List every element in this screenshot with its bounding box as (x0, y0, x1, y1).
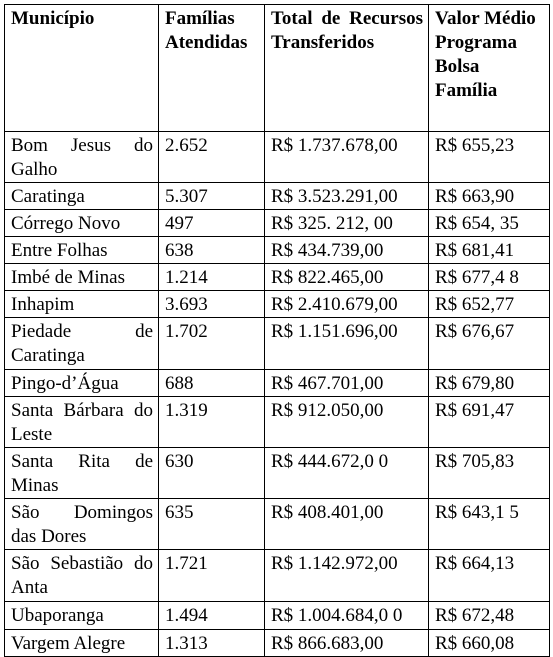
table-cell: R$ 705,83 (428, 447, 550, 499)
table-cell: Entre Folhas (4, 236, 159, 264)
table-cell: R$ 325. 212, 00 (264, 209, 429, 237)
table-cell: Piedade de Caratinga (4, 317, 159, 370)
table-cell: R$ 2.410.679,00 (264, 290, 429, 318)
table-row: Entre Folhas 638 R$ 434.739,00 R$ 681,41 (4, 236, 550, 264)
table-cell: R$ 676,67 (428, 317, 550, 370)
table-row: Córrego Novo 497 R$ 325. 212, 00 R$ 654, 35 (4, 209, 550, 237)
table-row: Ubaporanga 1.494 R$ 1.004.684,0 0 R$ 672,48 (4, 601, 550, 630)
table-cell: 2.652 (158, 131, 265, 183)
table-cell: R$ 643,1 5 (428, 498, 550, 550)
table-cell: 638 (158, 236, 265, 264)
table-cell: 688 (158, 369, 265, 397)
table-row: Imbé de Minas 1.214 R$ 822.465,00 R$ 677,4 … (4, 263, 550, 291)
table-cell: R$ 681,41 (428, 236, 550, 264)
table-cell: 1.319 (158, 396, 265, 448)
table-cell: R$ 467.701,00 (264, 369, 429, 397)
table-row: Bom Jesus do Galho 2.652 R$ 1.737.678,00 R$… (4, 131, 550, 183)
header-cell: Total de Recursos Transferidos (264, 4, 429, 132)
table-cell: R$ 654, 35 (428, 209, 550, 237)
table-cell: Santa Bárbara do Leste (4, 396, 159, 448)
table-cell: 497 (158, 209, 265, 237)
table-cell: R$ 1.151.696,00 (264, 317, 429, 370)
header-row: Município Famílias Atendidas Total de Recu… (4, 4, 550, 132)
table-cell: Caratinga (4, 182, 159, 210)
table-cell: R$ 652,77 (428, 290, 550, 318)
table-cell: R$ 655,23 (428, 131, 550, 183)
header-cell: Valor Médio Programa Bolsa Família (428, 4, 550, 132)
table-cell: R$ 434.739,00 (264, 236, 429, 264)
table-row: Santa Bárbara do Leste 1.319 R$ 912.050,00… (4, 396, 550, 448)
table-row: Piedade de Caratinga 1.702 R$ 1.151.696,00… (4, 317, 550, 370)
table-cell: R$ 663,90 (428, 182, 550, 210)
table-cell: Córrego Novo (4, 209, 159, 237)
table-cell: R$ 3.523.291,00 (264, 182, 429, 210)
header-cell: Município (4, 4, 159, 132)
table-cell: 1.313 (158, 629, 265, 657)
table-cell: R$ 444.672,0 0 (264, 447, 429, 499)
table-row: Caratinga 5.307 R$ 3.523.291,00 R$ 663,90 (4, 182, 550, 210)
table-cell: São Sebastião do Anta (4, 549, 159, 602)
table-cell: 630 (158, 447, 265, 499)
table-cell: 1.702 (158, 317, 265, 370)
table-cell: 1.494 (158, 601, 265, 630)
table-cell: Ubaporanga (4, 601, 159, 630)
table-row: São Domingos das Dores 635 R$ 408.401,00 R$… (4, 498, 550, 550)
table-cell: 5.307 (158, 182, 265, 210)
table-cell: R$ 677,4 8 (428, 263, 550, 291)
table-cell: São Domingos das Dores (4, 498, 159, 550)
table-cell: 635 (158, 498, 265, 550)
table-cell: R$ 1.737.678,00 (264, 131, 429, 183)
table-cell: R$ 1.142.972,00 (264, 549, 429, 602)
header-cell: Famílias Atendidas (158, 4, 265, 132)
table-cell: 1.721 (158, 549, 265, 602)
table-cell: Imbé de Minas (4, 263, 159, 291)
table-cell: Bom Jesus do Galho (4, 131, 159, 183)
table-row: Santa Rita de Minas 630 R$ 444.672,0 0 R$ 7… (4, 447, 550, 499)
table-cell: R$ 1.004.684,0 0 (264, 601, 429, 630)
table-row: Vargem Alegre 1.313 R$ 866.683,00 R$ 660,08 (4, 629, 550, 657)
table-cell: Inhapim (4, 290, 159, 318)
table-cell: R$ 912.050,00 (264, 396, 429, 448)
table-cell: Santa Rita de Minas (4, 447, 159, 499)
table-row: Pingo-d’Água 688 R$ 467.701,00 R$ 679,80 (4, 369, 550, 397)
data-table: Município Famílias Atendidas Total de Recu… (4, 4, 550, 657)
table-cell: R$ 672,48 (428, 601, 550, 630)
table-cell: R$ 660,08 (428, 629, 550, 657)
table-cell: R$ 691,47 (428, 396, 550, 448)
table-cell: R$ 866.683,00 (264, 629, 429, 657)
table-cell: R$ 408.401,00 (264, 498, 429, 550)
table-cell: Pingo-d’Água (4, 369, 159, 397)
table-cell: 3.693 (158, 290, 265, 318)
table-row: São Sebastião do Anta 1.721 R$ 1.142.972,0… (4, 549, 550, 602)
table-cell: R$ 679,80 (428, 369, 550, 397)
table-cell: Vargem Alegre (4, 629, 159, 657)
table-row: Inhapim 3.693 R$ 2.410.679,00 R$ 652,77 (4, 290, 550, 318)
table-cell: R$ 664,13 (428, 549, 550, 602)
table-cell: R$ 822.465,00 (264, 263, 429, 291)
table-cell: 1.214 (158, 263, 265, 291)
